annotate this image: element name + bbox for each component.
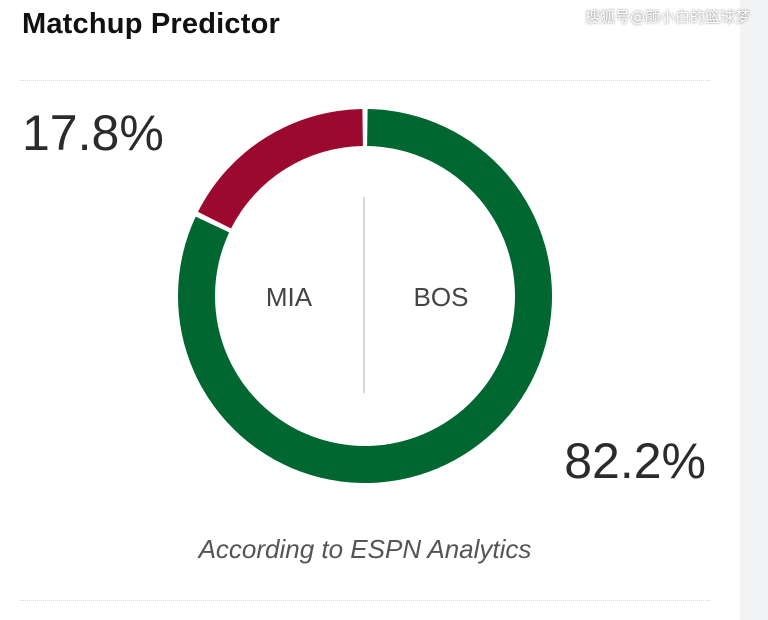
donut-slice-mia xyxy=(197,109,363,229)
watermark-text: 搜狐号@颜小白的篮球梦 xyxy=(584,8,750,26)
page-title: Matchup Predictor xyxy=(22,8,280,40)
matchup-donut-chart: MIA BOS 17.8% 82.2% xyxy=(22,105,706,489)
right-sidebar-strip xyxy=(740,0,768,620)
win-probability-mia: 17.8% xyxy=(22,105,164,161)
top-divider xyxy=(20,80,710,81)
team-label-mia: MIA xyxy=(266,282,313,312)
win-probability-bos: 82.2% xyxy=(564,433,706,489)
bottom-divider xyxy=(20,600,710,601)
source-caption: According to ESPN Analytics xyxy=(198,534,532,564)
team-label-bos: BOS xyxy=(414,282,469,312)
